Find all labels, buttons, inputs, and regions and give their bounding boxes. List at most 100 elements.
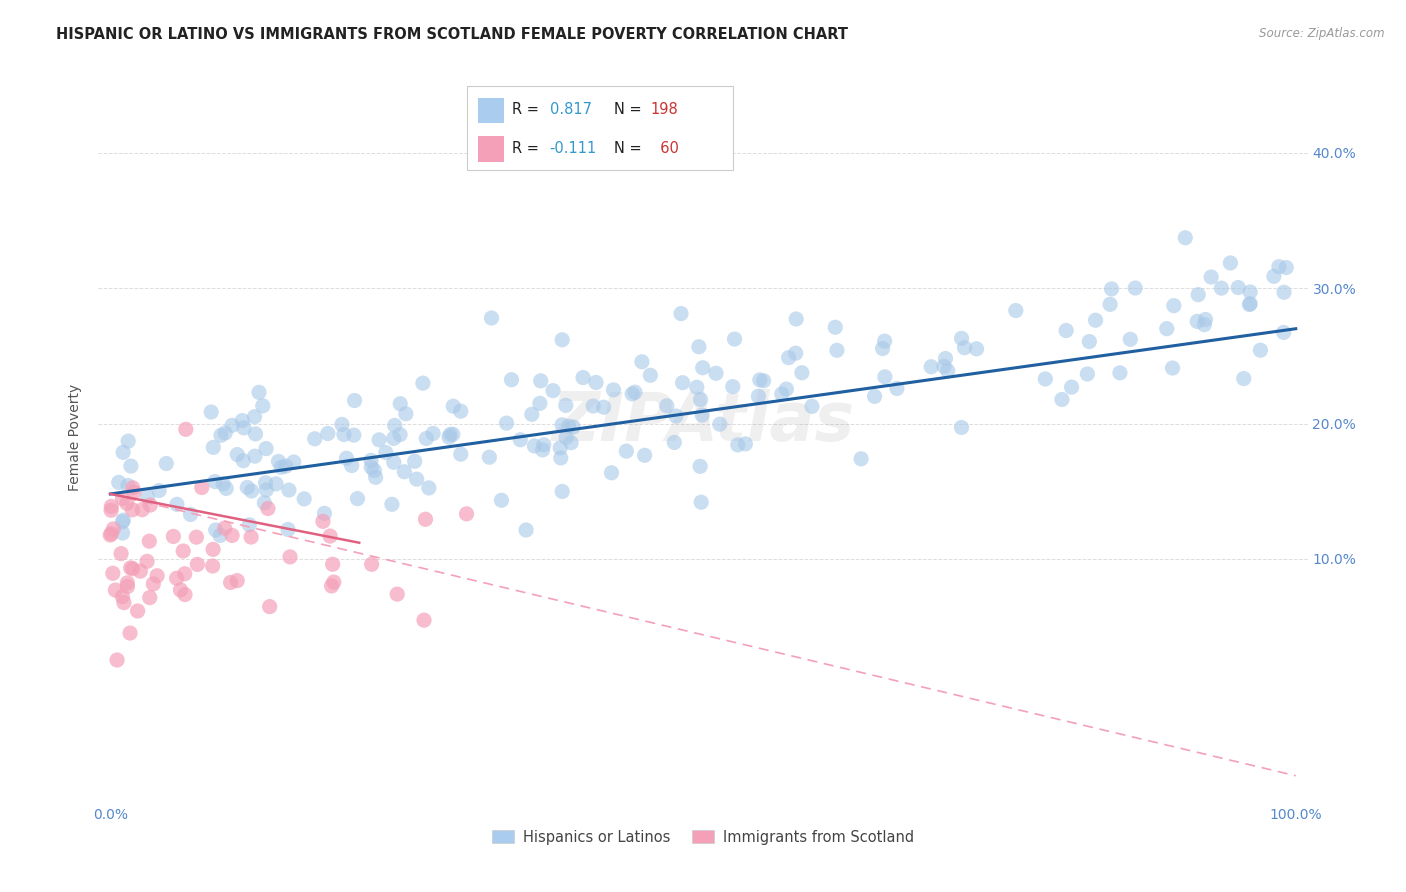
Point [118, 626, 141, 640]
Point [173, 566, 195, 581]
Point [389, 427, 412, 442]
Point [174, 588, 197, 602]
Point [98, 528, 121, 542]
Point [669, 307, 692, 321]
Point [872, 342, 894, 356]
Point [254, 442, 277, 456]
Point [752, 374, 775, 388]
Point [374, 445, 396, 459]
Point [551, 484, 574, 499]
Point [734, 437, 756, 451]
Point [120, 459, 142, 474]
Point [283, 455, 305, 469]
Point [212, 476, 235, 491]
Point [112, 445, 135, 459]
Point [292, 491, 315, 506]
Point [200, 405, 222, 419]
Point [166, 571, 188, 585]
Point [600, 466, 623, 480]
Point [1233, 371, 1256, 385]
Point [360, 453, 382, 467]
Y-axis label: Female Poverty: Female Poverty [69, 384, 83, 491]
Point [226, 448, 249, 462]
Point [413, 613, 436, 627]
Point [1227, 280, 1250, 294]
Point [264, 476, 287, 491]
Point [640, 368, 662, 383]
Point [312, 514, 335, 528]
Point [115, 496, 138, 510]
Point [481, 311, 503, 326]
Point [582, 399, 605, 413]
Point [1239, 285, 1261, 299]
Point [389, 397, 412, 411]
Point [785, 346, 807, 360]
Point [120, 561, 142, 575]
Point [343, 393, 366, 408]
Point [368, 433, 391, 447]
Point [1119, 332, 1142, 346]
Point [529, 396, 551, 410]
Point [501, 373, 523, 387]
Point [770, 387, 793, 401]
Point [873, 369, 896, 384]
Point [404, 454, 426, 468]
Point [520, 407, 543, 421]
Point [100, 526, 122, 541]
Point [689, 459, 711, 474]
Point [117, 580, 139, 594]
Point [121, 562, 143, 576]
Point [966, 342, 988, 356]
Point [330, 417, 353, 432]
Point [107, 475, 129, 490]
Point [665, 409, 688, 423]
Point [747, 389, 769, 403]
Point [1078, 334, 1101, 349]
Point [551, 333, 574, 347]
Point [112, 596, 135, 610]
Point [1099, 297, 1122, 311]
Point [231, 414, 253, 428]
Point [690, 408, 713, 422]
Point [100, 500, 122, 514]
Point [202, 542, 225, 557]
Point [259, 599, 281, 614]
Point [136, 554, 159, 568]
Point [934, 351, 956, 366]
Point [346, 491, 368, 506]
Point [162, 529, 184, 543]
Point [1194, 312, 1216, 326]
Point [319, 529, 342, 543]
Point [360, 460, 382, 475]
Point [121, 503, 143, 517]
Point [849, 451, 872, 466]
Point [364, 470, 387, 484]
Point [950, 420, 973, 434]
Point [785, 312, 807, 326]
Point [219, 575, 242, 590]
Point [721, 379, 744, 393]
Point [1174, 231, 1197, 245]
Point [110, 547, 132, 561]
Point [624, 385, 647, 400]
Point [704, 366, 727, 380]
Point [382, 432, 405, 446]
Point [111, 515, 134, 529]
Point [550, 450, 572, 465]
Point [530, 374, 553, 388]
Point [1076, 367, 1098, 381]
Point [1004, 303, 1026, 318]
Point [541, 384, 564, 398]
Point [247, 385, 270, 400]
Point [209, 428, 232, 442]
Point [1123, 281, 1146, 295]
Point [240, 530, 263, 544]
Point [450, 404, 472, 418]
Point [1084, 313, 1107, 327]
Point [101, 566, 124, 581]
Point [531, 442, 554, 457]
Point [1054, 324, 1077, 338]
Point [245, 426, 267, 441]
Point [131, 502, 153, 516]
Point [690, 495, 713, 509]
